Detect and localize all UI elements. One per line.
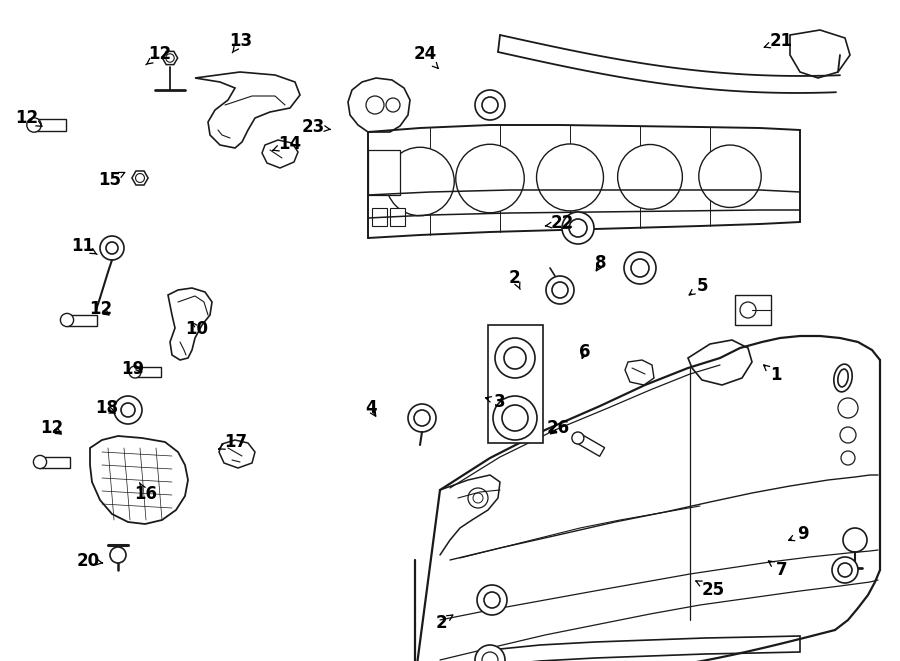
Text: 12: 12 [15, 108, 42, 127]
Circle shape [484, 592, 500, 608]
Circle shape [106, 242, 118, 254]
Text: 1: 1 [764, 365, 781, 385]
Text: 14: 14 [273, 135, 302, 153]
Text: 22: 22 [545, 214, 574, 233]
Circle shape [698, 145, 761, 208]
Circle shape [166, 54, 175, 62]
Text: 5: 5 [689, 276, 707, 295]
Circle shape [838, 563, 852, 577]
Circle shape [408, 404, 436, 432]
Text: 8: 8 [596, 254, 607, 272]
Circle shape [414, 410, 430, 426]
Circle shape [482, 652, 498, 661]
Text: 3: 3 [485, 393, 505, 411]
Text: 10: 10 [184, 320, 208, 338]
Text: 21: 21 [764, 32, 793, 50]
Text: 11: 11 [71, 237, 97, 255]
Circle shape [60, 313, 74, 327]
Text: 23: 23 [302, 118, 330, 136]
Text: 20: 20 [76, 551, 103, 570]
Circle shape [366, 96, 384, 114]
Circle shape [843, 528, 867, 552]
Circle shape [493, 396, 537, 440]
Circle shape [502, 405, 528, 431]
Circle shape [475, 645, 505, 661]
Circle shape [473, 493, 483, 503]
Text: 16: 16 [134, 483, 158, 504]
Bar [390, 208, 405, 226]
Text: 2: 2 [436, 613, 453, 632]
Circle shape [504, 347, 526, 369]
Text: 15: 15 [98, 171, 125, 189]
Circle shape [832, 557, 858, 583]
Circle shape [840, 427, 856, 443]
Circle shape [569, 219, 587, 237]
Circle shape [114, 396, 142, 424]
Circle shape [546, 276, 574, 304]
Circle shape [572, 432, 584, 444]
Polygon shape [34, 119, 66, 131]
Circle shape [631, 259, 649, 277]
Text: 25: 25 [696, 580, 725, 599]
Bar [488, 325, 543, 443]
Polygon shape [575, 434, 605, 456]
Circle shape [477, 585, 507, 615]
Text: 18: 18 [94, 399, 118, 418]
Text: 4: 4 [365, 399, 376, 418]
Text: 19: 19 [122, 360, 145, 378]
Circle shape [617, 145, 682, 210]
Circle shape [552, 282, 568, 298]
Circle shape [129, 366, 141, 378]
Circle shape [468, 488, 488, 508]
Circle shape [386, 98, 400, 112]
Text: 9: 9 [788, 525, 808, 543]
Circle shape [841, 451, 855, 465]
Text: 12: 12 [89, 300, 112, 319]
Circle shape [455, 144, 524, 213]
Text: 7: 7 [769, 561, 787, 579]
Text: 26: 26 [546, 419, 570, 438]
Text: 6: 6 [580, 342, 590, 361]
Circle shape [27, 118, 41, 132]
Polygon shape [135, 367, 161, 377]
Bar [735, 295, 771, 325]
Circle shape [495, 338, 535, 378]
Bar [372, 208, 387, 226]
Ellipse shape [838, 369, 848, 387]
Circle shape [121, 403, 135, 417]
Circle shape [136, 174, 145, 182]
Circle shape [536, 144, 604, 211]
Polygon shape [67, 315, 97, 325]
Circle shape [33, 455, 47, 469]
Circle shape [386, 147, 454, 215]
Ellipse shape [833, 364, 852, 392]
Circle shape [740, 302, 756, 318]
Circle shape [100, 236, 124, 260]
Text: 2: 2 [509, 268, 520, 290]
Circle shape [110, 547, 126, 563]
Circle shape [482, 97, 498, 113]
Text: 24: 24 [413, 45, 438, 69]
Text: 17: 17 [219, 432, 248, 451]
Text: 13: 13 [230, 32, 253, 53]
Circle shape [562, 212, 594, 244]
Bar [368, 150, 400, 195]
Polygon shape [40, 457, 70, 467]
Text: 12: 12 [40, 419, 64, 438]
Circle shape [838, 398, 858, 418]
Circle shape [475, 90, 505, 120]
Text: 12: 12 [146, 45, 172, 65]
Circle shape [624, 252, 656, 284]
